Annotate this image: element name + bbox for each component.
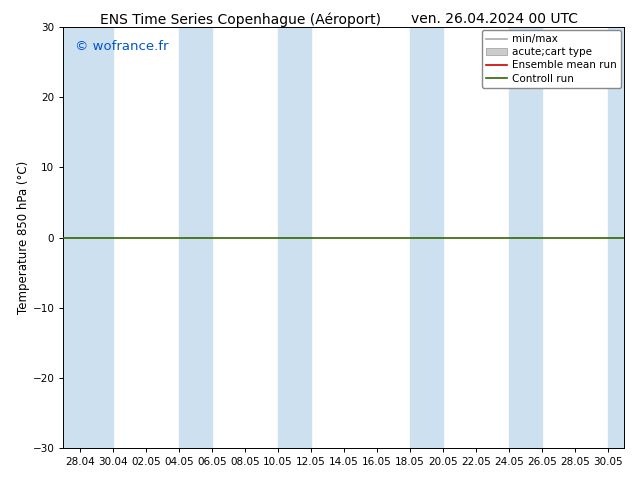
Text: ven. 26.04.2024 00 UTC: ven. 26.04.2024 00 UTC <box>411 12 578 26</box>
Bar <box>410 27 443 448</box>
Bar <box>47 27 113 448</box>
Bar <box>278 27 311 448</box>
Text: ENS Time Series Copenhague (Aéroport): ENS Time Series Copenhague (Aéroport) <box>100 12 382 27</box>
Legend: min/max, acute;cart type, Ensemble mean run, Controll run: min/max, acute;cart type, Ensemble mean … <box>482 30 621 88</box>
Y-axis label: Temperature 850 hPa (°C): Temperature 850 hPa (°C) <box>16 161 30 314</box>
Bar <box>509 27 542 448</box>
Bar <box>608 27 634 448</box>
Text: © wofrance.fr: © wofrance.fr <box>75 40 168 52</box>
Bar <box>179 27 212 448</box>
